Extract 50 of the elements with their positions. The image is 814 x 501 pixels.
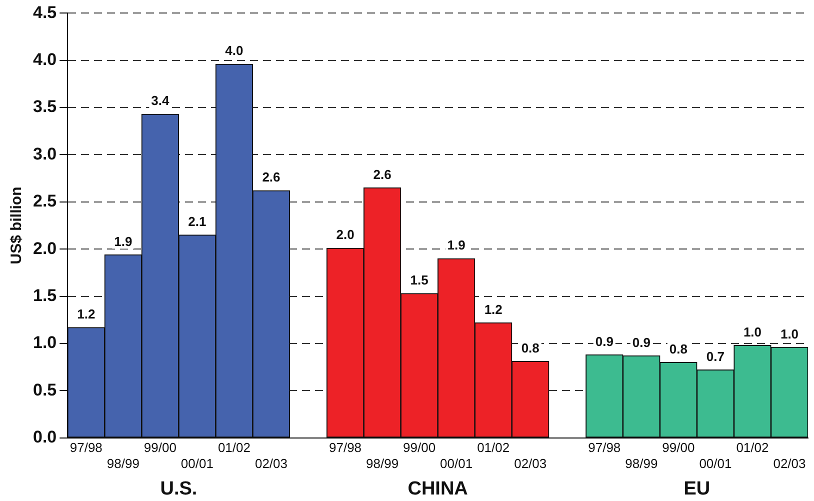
text: EU — [684, 478, 710, 500]
x-tick-label: 99/00 — [144, 440, 176, 456]
data-label: 1.2 — [484, 302, 502, 317]
x-tick-label: 99/00 — [403, 440, 436, 456]
data-label: 1.2 — [77, 306, 96, 322]
data-label: 1.9 — [447, 238, 466, 253]
data-label: 4.0 — [225, 43, 244, 58]
y-tick-label: 0.5 — [32, 380, 57, 400]
y-tick-label: 2.0 — [32, 238, 57, 258]
x-tick-label: 00/01 — [699, 456, 732, 471]
x-tick-label: 97/98 — [328, 440, 362, 456]
data-label: 2.6 — [262, 170, 280, 185]
text: CHINA — [408, 478, 468, 500]
x-tick-label: 99/00 — [662, 440, 695, 456]
x-tick-label: 02/03 — [773, 456, 806, 471]
data-label: 2.6 — [373, 166, 392, 182]
x-tick-label: 02/03 — [514, 456, 547, 471]
y-tick-label: 4.5 — [32, 2, 57, 22]
y-tick-label: 1.0 — [32, 333, 57, 352]
x-tick-label: 00/01 — [180, 456, 214, 471]
data-label: 0.9 — [595, 334, 614, 349]
data-label: 0.7 — [706, 348, 724, 364]
x-tick-label: 01/02 — [736, 440, 769, 456]
x-tick-label: 98/99 — [625, 456, 658, 471]
data-label: 1.5 — [410, 272, 428, 288]
y-tick-label: 3.0 — [32, 144, 57, 164]
y-tick-label: 1.5 — [32, 286, 57, 305]
y-tick-label: 3.5 — [32, 97, 57, 116]
x-tick-label: 01/02 — [477, 440, 510, 456]
data-label: 1.0 — [743, 324, 762, 340]
data-label: 0.8 — [521, 340, 540, 356]
y-tick-label: 2.5 — [32, 192, 57, 211]
x-tick-label: 97/98 — [70, 440, 102, 456]
y-axis-title: US$ billion — [8, 186, 26, 264]
data-label: 2.1 — [188, 214, 206, 230]
data-label: 1.0 — [780, 326, 799, 342]
data-label: 1.9 — [114, 234, 132, 249]
y-tick-label: 4.0 — [32, 50, 57, 70]
x-tick-label: 02/03 — [254, 456, 288, 471]
x-tick-label: 01/02 — [218, 440, 250, 456]
x-tick-label: 00/01 — [440, 456, 473, 471]
x-tick-label: 97/98 — [588, 440, 621, 456]
data-label: 2.0 — [336, 227, 354, 242]
data-label: 3.4 — [151, 93, 170, 108]
x-tick-label: 98/99 — [366, 456, 399, 471]
data-label: 0.8 — [669, 341, 688, 356]
data-label: 0.9 — [632, 334, 650, 350]
x-tick-label: 98/99 — [106, 456, 140, 471]
text: U.S. — [160, 478, 198, 500]
y-tick-label: 0.0 — [32, 427, 57, 446]
